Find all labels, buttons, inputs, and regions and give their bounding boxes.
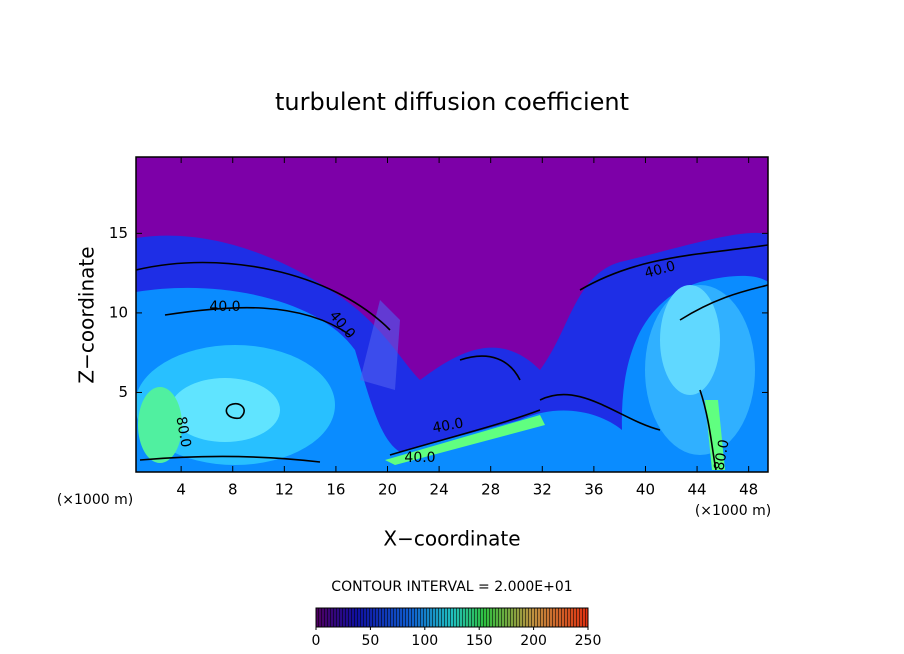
x-tick-label: 28	[481, 481, 500, 499]
colorbar-tick-label: 50	[361, 633, 379, 649]
x-tick-label: 40	[636, 481, 655, 499]
x-tick-label: 36	[584, 481, 603, 499]
colorbar-tick-label: 200	[520, 633, 547, 649]
contour-label: 40.0	[431, 415, 464, 436]
field	[136, 157, 768, 472]
plot-frame	[135, 156, 769, 473]
colorbar-tick-label: 250	[575, 633, 602, 649]
contour-label: 40.0	[209, 299, 240, 315]
colorbar-tick-label: 150	[466, 633, 493, 649]
contour-label: 80.0	[172, 415, 193, 448]
x-axis-label: X−coordinate	[383, 527, 520, 551]
x-tick-label: 4	[176, 481, 186, 499]
y-axis-label: Z−coordinate	[75, 246, 99, 383]
x-tick-label: 48	[739, 481, 758, 499]
x-tick-label: 20	[378, 481, 397, 499]
contour-label: 40.0	[404, 450, 435, 466]
x-unit-label: (×1000 m)	[695, 503, 771, 519]
y-tick-label: 5	[118, 383, 128, 401]
x-unit-label: (×1000 m)	[57, 492, 133, 508]
x-tick-label: 16	[326, 481, 345, 499]
y-tick-label: 10	[109, 303, 128, 321]
colorbar-stripes	[315, 607, 589, 628]
y-tick-label: 15	[109, 224, 128, 242]
colorbar-tick-label: 100	[411, 633, 438, 649]
chart-title: turbulent diffusion coefficient	[275, 88, 629, 116]
x-tick-label: 32	[533, 481, 552, 499]
x-tick-label: 24	[430, 481, 449, 499]
colorbar-tick-label: 0	[312, 633, 321, 649]
contour-label: 40.0	[643, 258, 677, 282]
x-tick-label: 8	[228, 481, 238, 499]
contour-interval: CONTOUR INTERVAL = 2.000E+01	[331, 579, 572, 595]
x-tick-label: 12	[275, 481, 294, 499]
x-tick-label: 44	[688, 481, 707, 499]
contour-label: 80.0	[711, 438, 732, 471]
